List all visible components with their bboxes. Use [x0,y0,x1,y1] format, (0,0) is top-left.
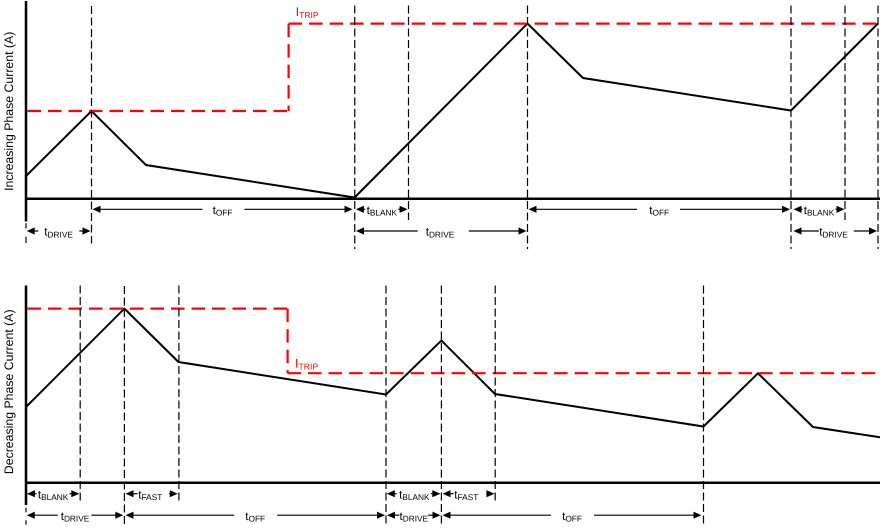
svg-text:tOFF: tOFF [245,510,265,524]
svg-text:tDRIVE: tDRIVE [399,510,428,524]
svg-text:Increasing Phase Current (A): Increasing Phase Current (A) [2,32,16,191]
svg-text:tDRIVE: tDRIVE [61,510,90,524]
svg-text:tBLANK: tBLANK [804,204,835,218]
svg-text:tBLANK: tBLANK [367,204,398,218]
svg-text:tBLANK: tBLANK [38,488,69,502]
svg-text:tOFF: tOFF [649,204,669,218]
svg-text:Decreasing Phase Current (A): Decreasing Phase Current (A) [2,309,16,474]
svg-text:tOFF: tOFF [213,204,233,218]
svg-text:tOFF: tOFF [562,510,582,524]
svg-text:tFAST: tFAST [454,488,478,502]
svg-text:tDRIVE: tDRIVE [819,226,848,240]
svg-text:tDRIVE: tDRIVE [426,226,455,240]
svg-text:tBLANK: tBLANK [399,488,430,502]
svg-text:tFAST: tFAST [138,488,162,502]
svg-text:tDRIVE: tDRIVE [44,226,73,240]
